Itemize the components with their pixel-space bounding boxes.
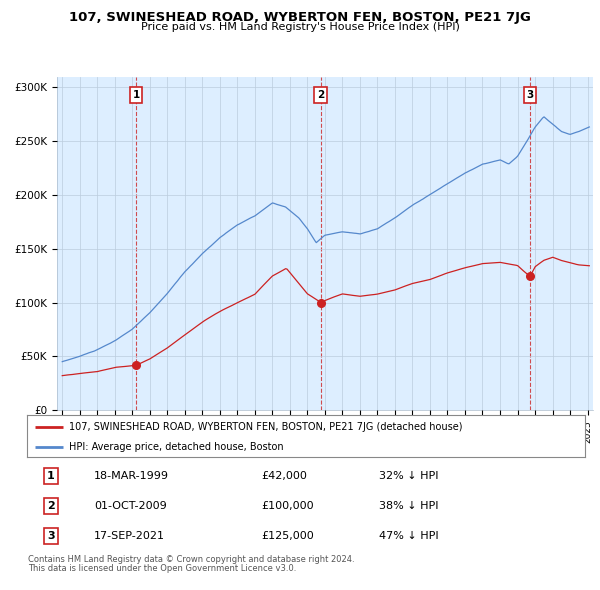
Text: 2: 2 <box>317 90 324 100</box>
Text: 107, SWINESHEAD ROAD, WYBERTON FEN, BOSTON, PE21 7JG (detached house): 107, SWINESHEAD ROAD, WYBERTON FEN, BOST… <box>69 422 463 432</box>
Text: HPI: Average price, detached house, Boston: HPI: Average price, detached house, Bost… <box>69 442 283 451</box>
Text: 107, SWINESHEAD ROAD, WYBERTON FEN, BOSTON, PE21 7JG: 107, SWINESHEAD ROAD, WYBERTON FEN, BOST… <box>69 11 531 24</box>
Text: Price paid vs. HM Land Registry's House Price Index (HPI): Price paid vs. HM Land Registry's House … <box>140 22 460 32</box>
Text: 17-SEP-2021: 17-SEP-2021 <box>94 531 165 541</box>
Text: £125,000: £125,000 <box>262 531 314 541</box>
Text: 2: 2 <box>47 501 55 511</box>
Text: 1: 1 <box>133 90 140 100</box>
Text: This data is licensed under the Open Government Licence v3.0.: This data is licensed under the Open Gov… <box>28 564 296 573</box>
Text: 3: 3 <box>526 90 533 100</box>
Text: Contains HM Land Registry data © Crown copyright and database right 2024.: Contains HM Land Registry data © Crown c… <box>28 555 355 563</box>
Text: 18-MAR-1999: 18-MAR-1999 <box>94 471 169 481</box>
Text: 47% ↓ HPI: 47% ↓ HPI <box>379 531 438 541</box>
Text: 32% ↓ HPI: 32% ↓ HPI <box>379 471 438 481</box>
Text: £100,000: £100,000 <box>262 501 314 511</box>
Text: 1: 1 <box>47 471 55 481</box>
Text: 01-OCT-2009: 01-OCT-2009 <box>94 501 167 511</box>
Text: £42,000: £42,000 <box>262 471 307 481</box>
Text: 38% ↓ HPI: 38% ↓ HPI <box>379 501 438 511</box>
Text: 3: 3 <box>47 531 55 541</box>
